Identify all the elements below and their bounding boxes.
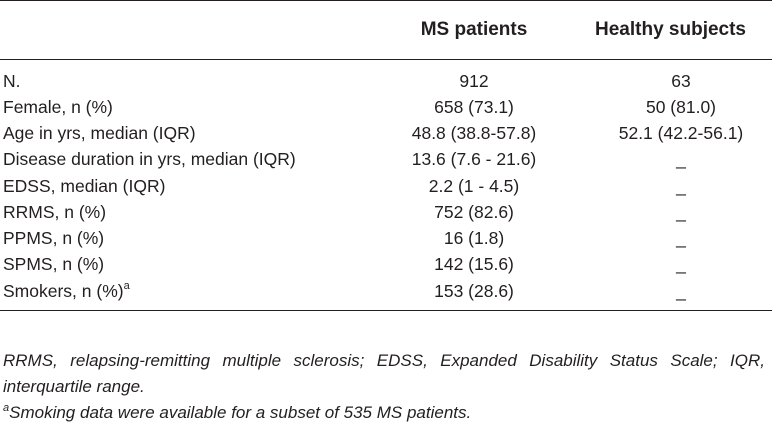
row-label-text: Female, n (%) — [3, 96, 113, 117]
row-label: Smokers, n (%)a — [0, 278, 358, 312]
healthy-subjects-value: _ — [590, 278, 772, 312]
ms-patients-value: 13.6 (7.6 - 21.6) — [411, 149, 537, 170]
header-healthy-subjects: Healthy subjects — [590, 0, 772, 60]
ms-patients-value: 912 — [459, 70, 489, 91]
footnote: aSmoking data were available for a subse… — [3, 400, 765, 426]
ms-patients-value: 658 (73.1) — [434, 96, 514, 117]
table-row: EDSS, median (IQR) 2.2 (1 - 4.5) _ — [0, 173, 772, 199]
healthy-subjects-value: 63 — [671, 70, 691, 91]
row-label-text: Smokers, n (%) — [3, 280, 124, 301]
ms-patients-value: 2.2 (1 - 4.5) — [428, 175, 520, 196]
footnote-text: Smoking data were available for a subset… — [9, 403, 472, 422]
header-row: MS patients Healthy subjects — [0, 0, 772, 60]
ms-patients-value: 16 (1.8) — [443, 228, 505, 249]
header-empty-cell — [0, 0, 358, 60]
row-label: Female, n (%) — [0, 94, 358, 120]
table-row: Age in yrs, median (IQR) 48.8 (38.8-57.8)… — [0, 120, 772, 146]
row-label-text: PPMS, n (%) — [3, 228, 105, 249]
table-body: N. 912 63 Female, n (%) 658 (73.1) 50 (81.0) A… — [0, 60, 772, 312]
row-label: PPMS, n (%) — [0, 225, 358, 251]
header-ms-patients: MS patients — [358, 0, 590, 60]
ms-patients-value: 142 (15.6) — [434, 254, 514, 275]
row-label-text: Age in yrs, median (IQR) — [3, 122, 196, 143]
ms-patients-value: 48.8 (38.8-57.8) — [411, 122, 537, 143]
row-label: SPMS, n (%) — [0, 252, 358, 278]
healthy-subjects-value: _ — [676, 228, 686, 249]
table-header: MS patients Healthy subjects — [0, 0, 772, 60]
healthy-subjects-value: 50 (81.0) — [645, 96, 717, 117]
table-notes: RRMS, relapsing-remitting multiple scler… — [3, 348, 765, 426]
ms-patients-value: 153 (28.6) — [358, 278, 590, 312]
healthy-subjects-value: _ — [676, 149, 686, 170]
healthy-subjects-value: _ — [676, 254, 686, 275]
table-row: Female, n (%) 658 (73.1) 50 (81.0) — [0, 94, 772, 120]
row-label-text: RRMS, n (%) — [3, 201, 107, 222]
row-label: EDSS, median (IQR) — [0, 173, 358, 199]
demographics-table-container: MS patients Healthy subjects N. 912 63 Fema… — [0, 0, 772, 312]
table-row: PPMS, n (%) 16 (1.8) _ — [0, 225, 772, 251]
row-label-text: N. — [3, 70, 21, 91]
healthy-subjects-value: _ — [676, 175, 686, 196]
footnote-marker: a — [123, 279, 130, 292]
row-label-text: SPMS, n (%) — [3, 254, 105, 275]
footnote-marker: a — [3, 402, 10, 414]
healthy-subjects-value: 52.1 (42.2-56.1) — [618, 122, 744, 143]
table-row: N. 912 63 — [0, 60, 772, 95]
ms-patients-value: 752 (82.6) — [434, 201, 514, 222]
healthy-subjects-value: _ — [676, 201, 686, 222]
table-row: RRMS, n (%) 752 (82.6) _ — [0, 199, 772, 225]
demographics-table: MS patients Healthy subjects N. 912 63 Fema… — [0, 0, 772, 312]
row-label: N. — [0, 60, 358, 95]
abbreviations-note: RRMS, relapsing-remitting multiple scler… — [3, 351, 765, 396]
table-row: SPMS, n (%) 142 (15.6) _ — [0, 252, 772, 278]
row-label: Age in yrs, median (IQR) — [0, 120, 358, 146]
row-label: RRMS, n (%) — [0, 199, 358, 225]
row-label-text: Disease duration in yrs, median (IQR) — [3, 149, 296, 170]
table-row: Disease duration in yrs, median (IQR) 13.… — [0, 147, 772, 173]
row-label-text: EDSS, median (IQR) — [3, 175, 166, 196]
row-label: Disease duration in yrs, median (IQR) — [0, 147, 358, 173]
table-row: Smokers, n (%)a 153 (28.6) _ — [0, 278, 772, 312]
